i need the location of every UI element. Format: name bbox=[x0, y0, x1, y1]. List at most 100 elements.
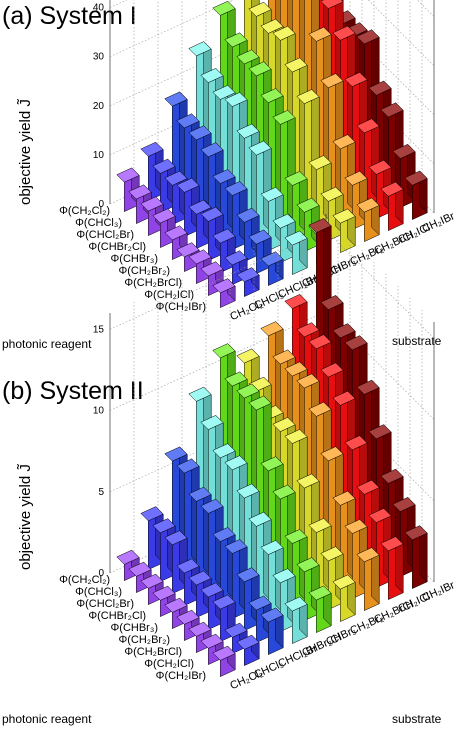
bar-top bbox=[224, 250, 248, 266]
reagent-tick-label: Φ(CH₂ICl) bbox=[144, 658, 194, 670]
bar-top bbox=[212, 0, 236, 16]
reagent-tick-label: Φ(CH₂IBr) bbox=[156, 301, 206, 313]
bar-top bbox=[236, 483, 260, 499]
bar bbox=[296, 197, 320, 252]
bar-top bbox=[224, 32, 248, 48]
bar-top bbox=[152, 518, 176, 534]
bar-top bbox=[224, 371, 248, 387]
bar-top bbox=[296, 322, 320, 338]
bar-top bbox=[356, 547, 380, 563]
bar-top bbox=[272, 349, 296, 365]
reagent-tick-label: Φ(CH₂ICl) bbox=[144, 289, 194, 301]
z-tick-label: 0 bbox=[98, 199, 104, 210]
bar-top bbox=[212, 343, 236, 359]
bar-top bbox=[176, 558, 200, 574]
bar-top bbox=[224, 92, 248, 107]
bar bbox=[284, 596, 308, 644]
bar-top bbox=[272, 484, 296, 500]
bar-top bbox=[188, 249, 212, 265]
bar-top bbox=[164, 530, 188, 546]
bar bbox=[236, 634, 260, 666]
bar-top bbox=[224, 181, 248, 196]
bar-top bbox=[368, 80, 392, 96]
bar-top bbox=[260, 321, 284, 337]
bar-top bbox=[224, 539, 248, 554]
bar-top bbox=[260, 88, 284, 103]
bar-top bbox=[116, 167, 140, 183]
bar-top bbox=[368, 508, 392, 523]
bar-top bbox=[212, 228, 236, 244]
bar bbox=[380, 535, 404, 600]
bar-top bbox=[200, 498, 224, 514]
bar-top bbox=[164, 225, 188, 241]
reagent-tick-label: Φ(CHCl₃) bbox=[75, 586, 122, 598]
bar-top bbox=[212, 169, 236, 184]
bar-top bbox=[392, 144, 416, 159]
bar bbox=[236, 566, 260, 631]
bar-top bbox=[248, 140, 272, 156]
bar-top bbox=[296, 197, 320, 213]
z-tick-label: 20 bbox=[93, 101, 105, 112]
bar-top bbox=[308, 585, 332, 601]
substrate-axis-label: substrate bbox=[392, 712, 442, 726]
bars bbox=[116, 217, 428, 677]
bar-top bbox=[332, 208, 356, 224]
bar-top bbox=[284, 429, 308, 444]
reagent-tick-label: Φ(CH₂BrCl) bbox=[124, 277, 182, 289]
bar-top bbox=[200, 68, 224, 83]
bar-top bbox=[260, 18, 284, 34]
bar-top bbox=[140, 141, 164, 157]
bar-top bbox=[344, 435, 368, 451]
bar-top bbox=[368, 159, 392, 175]
bar-top bbox=[380, 536, 404, 552]
bar-top bbox=[176, 113, 200, 129]
bar-top bbox=[320, 546, 344, 562]
bar-top bbox=[248, 395, 272, 411]
bar-top bbox=[224, 455, 248, 471]
bar-top bbox=[296, 473, 320, 489]
reagent-tick-label: Φ(CHBr₃) bbox=[111, 253, 158, 265]
substrate-tick-label: CH₂IBr bbox=[420, 210, 456, 235]
reagent-tick-label: Φ(CHCl₂Br) bbox=[76, 598, 134, 610]
bar-top bbox=[188, 125, 212, 141]
bar-top bbox=[368, 424, 392, 440]
bar-top bbox=[236, 49, 260, 65]
z-tick-label: 40 bbox=[93, 3, 105, 14]
bar-top bbox=[212, 594, 236, 610]
bar bbox=[272, 567, 296, 632]
bar-top bbox=[200, 261, 224, 277]
bar-top bbox=[332, 134, 356, 150]
reagent-tick-label: Φ(CH₂BrCl) bbox=[124, 646, 182, 658]
bar-top bbox=[188, 486, 212, 502]
bar-top bbox=[248, 511, 272, 527]
bar bbox=[380, 181, 404, 231]
bar-top bbox=[248, 1, 272, 17]
bar-top bbox=[164, 446, 188, 462]
bar bbox=[308, 154, 332, 229]
bar-top bbox=[236, 207, 260, 223]
bar-top bbox=[356, 379, 380, 395]
bar-top bbox=[272, 213, 296, 229]
bar-top bbox=[176, 609, 200, 625]
bar-top bbox=[320, 446, 344, 462]
bar-top bbox=[236, 267, 260, 283]
bar-top bbox=[260, 456, 284, 472]
bar-top bbox=[404, 525, 428, 541]
bar-top bbox=[344, 335, 368, 351]
bar-top bbox=[200, 142, 224, 158]
reagent-tick-label: Φ(CH₂Br₂) bbox=[118, 265, 170, 277]
bar-top bbox=[320, 295, 344, 310]
bar-top bbox=[212, 278, 236, 294]
panel-title: (b) System II bbox=[2, 377, 144, 405]
bar-top bbox=[272, 25, 296, 41]
bar-top bbox=[188, 199, 212, 215]
bar bbox=[296, 556, 320, 621]
bar-top bbox=[176, 242, 200, 258]
bar-top bbox=[164, 597, 188, 613]
bar-top bbox=[404, 170, 428, 186]
z-tick-label: 30 bbox=[93, 52, 105, 63]
reagent-tick-label: Φ(CHCl₃) bbox=[75, 217, 122, 229]
bar-top bbox=[332, 25, 356, 41]
bar-top bbox=[128, 561, 152, 577]
